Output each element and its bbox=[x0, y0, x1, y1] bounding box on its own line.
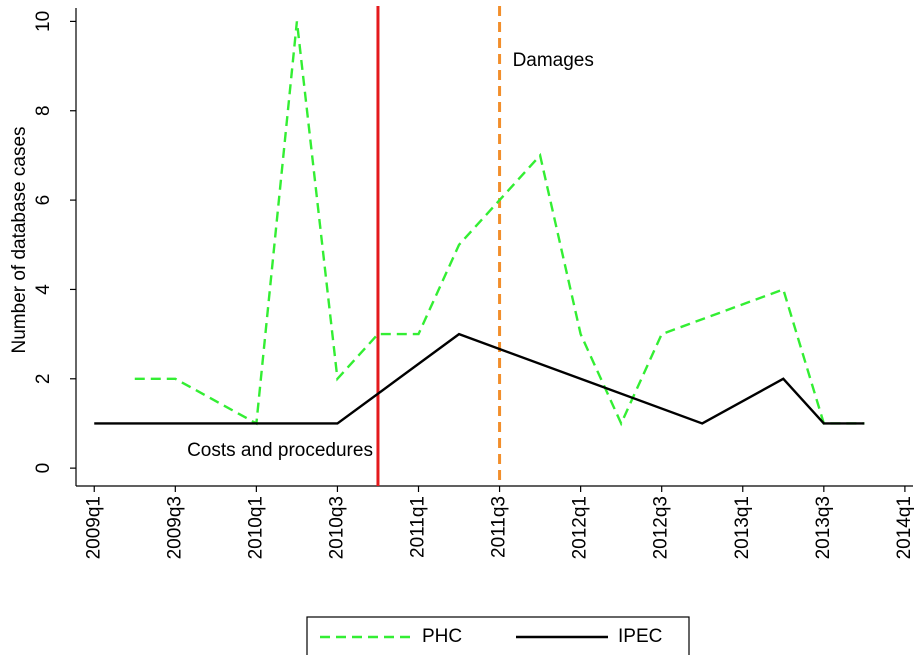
x-tick-label: 2010q3 bbox=[326, 496, 347, 559]
annotation: Costs and procedures bbox=[187, 440, 373, 461]
y-tick-label: 8 bbox=[33, 105, 54, 116]
y-tick-label: 4 bbox=[33, 284, 54, 295]
x-tick-label: 2012q3 bbox=[651, 496, 672, 559]
x-tick-label: 2010q1 bbox=[245, 496, 266, 559]
y-tick-label: 0 bbox=[33, 463, 54, 474]
x-tick-label: 2011q1 bbox=[408, 496, 429, 558]
legend-label: IPEC bbox=[618, 626, 662, 647]
legend-label: PHC bbox=[422, 626, 462, 647]
line-series bbox=[134, 21, 865, 427]
x-tick-label: 2009q1 bbox=[83, 496, 104, 559]
x-tick-label: 2013q1 bbox=[732, 496, 753, 559]
y-tick-label: 2 bbox=[33, 373, 54, 384]
x-tick-label: 2013q3 bbox=[813, 496, 834, 559]
x-tick-label: 2014q1 bbox=[894, 496, 915, 559]
x-tick-label: 2012q1 bbox=[570, 496, 591, 559]
x-tick-label: 2011q3 bbox=[489, 496, 510, 558]
annotation: Damages bbox=[513, 50, 594, 71]
x-tick-label: 2009q3 bbox=[164, 496, 185, 559]
line-series bbox=[94, 332, 865, 425]
y-tick-label: 6 bbox=[33, 195, 54, 206]
y-tick-label: 10 bbox=[33, 11, 54, 32]
y-axis-title: Number of database cases bbox=[9, 126, 30, 353]
